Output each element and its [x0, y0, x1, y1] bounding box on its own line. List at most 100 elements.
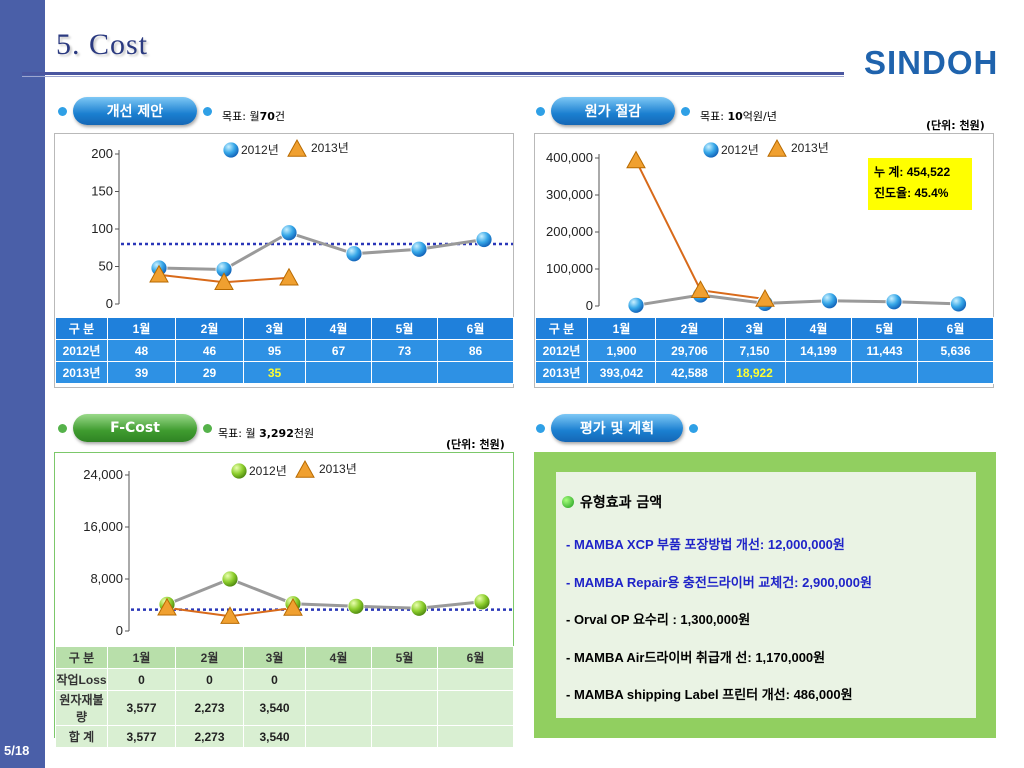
data-point: [627, 296, 645, 314]
evaluation-heading-text: 유형효과 금액: [580, 495, 663, 511]
table-cell: 7,150: [723, 339, 786, 362]
data-point: [279, 267, 299, 286]
table-header-row: 구 분 1월 2월 3월 4월 5월 6월: [55, 646, 514, 669]
y-tick-label: 0: [586, 298, 593, 313]
table-row: 2013년 393,042 42,588 18,922: [535, 361, 994, 384]
legend-marker-2013: [287, 138, 307, 157]
data-point: [626, 150, 646, 169]
series-line-0: [635, 293, 959, 307]
table-header-cell: 4월: [305, 646, 372, 669]
evaluation-heading: 유형효과 금액: [562, 492, 662, 512]
section-pill-improvement: 개선 제안: [58, 96, 212, 126]
table-cell: [371, 690, 438, 726]
table-cell: [371, 725, 438, 748]
series-markers-1: [626, 150, 775, 307]
row-label-cell: 2012년: [535, 339, 588, 362]
table-header-cell: 구 분: [535, 317, 588, 340]
unit-cost-saving: (단위: 천원): [926, 119, 985, 132]
y-tick-label: 100,000: [546, 261, 593, 276]
y-tick-label: 16,000: [83, 519, 123, 534]
series-markers-1: [157, 597, 303, 624]
table-cell: [851, 361, 918, 384]
table-cell: [371, 668, 438, 691]
y-tick-label: 0: [116, 623, 123, 638]
table-row: 2012년 1,900 29,706 7,150 14,199 11,443 5,636: [535, 339, 994, 362]
data-point: [220, 606, 240, 624]
target-cost-saving: 목표: 10억원/년: [700, 110, 777, 123]
table-header-row: 구 분 1월 2월 3월 4월 5월 6월: [535, 317, 994, 340]
section-pill-cost-saving: 원가 절감: [536, 96, 690, 126]
title-divider: [22, 72, 844, 75]
table-cell: [437, 668, 514, 691]
table-cell: [785, 361, 852, 384]
pill-dot-right: [681, 106, 690, 116]
legend-label: 2012년: [249, 464, 287, 478]
table-cell: 29: [175, 361, 244, 384]
table-cell: 29,706: [655, 339, 724, 362]
legend-label: 2013년: [791, 141, 829, 155]
row-label-cell: 원자재불량: [55, 690, 108, 726]
table-cell: 1,900: [587, 339, 656, 362]
data-point: [473, 593, 491, 611]
data-point: [283, 597, 303, 616]
data-point: [475, 231, 493, 248]
y-tick-label: 200: [91, 146, 113, 161]
table-cell: [305, 361, 372, 384]
legend-label: 2012년: [241, 143, 279, 157]
legend-label: 2013년: [311, 141, 349, 155]
cumulative-box: 누 계: 454,522 진도율: 45.4%: [868, 158, 972, 210]
table-cell: 39: [107, 361, 176, 384]
legend-marker-2012: [222, 141, 240, 159]
table-cell: 3,540: [243, 725, 306, 748]
row-label-cell: 2013년: [55, 361, 108, 384]
data-point: [410, 599, 428, 617]
table-f-cost: 구 분 1월 2월 3월 4월 5월 6월 작업Loss 0 0 0 원자재불량 3,577 2,273 3…: [55, 646, 514, 748]
unit-f-cost: (단위: 천원): [446, 438, 505, 451]
table-row: 합 계 3,577 2,273 3,540: [55, 725, 514, 748]
evaluation-item: - MAMBA shipping Label 프린터 개선: 486,000원: [566, 687, 853, 702]
y-tick-label: 50: [99, 259, 113, 274]
data-point: [345, 245, 363, 263]
table-header-cell: 6월: [437, 646, 514, 669]
table-cell: 14,199: [785, 339, 852, 362]
table-cell: 0: [243, 668, 306, 691]
table-cell: 86: [437, 339, 514, 362]
legend: 2012년 2013년: [230, 459, 357, 480]
table-header-cell: 3월: [723, 317, 786, 340]
row-label-cell: 2012년: [55, 339, 108, 362]
table-cell: 35: [243, 361, 306, 384]
table-row: 2012년 48 46 95 67 73 86: [55, 339, 514, 362]
table-header-cell: 1월: [587, 317, 656, 340]
table-cell: 11,443: [851, 339, 918, 362]
table-header-cell: 3월: [243, 646, 306, 669]
left-band: 5/18: [0, 0, 45, 768]
legend-label: 2013년: [319, 462, 357, 476]
series-line-0: [158, 231, 485, 272]
section-pill-evaluation: 평가 및 계획: [536, 413, 698, 443]
row-label-cell: 작업Loss: [55, 668, 108, 691]
table-cell: [305, 725, 372, 748]
evaluation-item: - MAMBA Repair용 충전드라이버 교체건: 2,900,000원: [566, 574, 872, 590]
table-cell: 48: [107, 339, 176, 362]
pill-label-f-cost: F-Cost: [73, 414, 197, 442]
table-cell: 46: [175, 339, 244, 362]
evaluation-item: - MAMBA XCP 부품 포장방법 개선: 12,000,000원: [566, 537, 845, 552]
legend: 2012년 2013년: [702, 138, 829, 159]
table-cell: 0: [175, 668, 244, 691]
table-cell: [917, 361, 994, 384]
data-point: [755, 288, 775, 307]
table-cell: 42,588: [655, 361, 724, 384]
y-tick-label: 100: [91, 221, 113, 236]
series-markers-0: [627, 286, 967, 314]
table-header-cell: 5월: [371, 317, 438, 340]
table-header-cell: 2월: [175, 317, 244, 340]
pill-label-evaluation: 평가 및 계획: [551, 414, 683, 442]
table-cell: 18,922: [723, 361, 786, 384]
row-label-cell: 2013년: [535, 361, 588, 384]
legend-marker-2013: [767, 138, 787, 157]
table-header-cell: 5월: [851, 317, 918, 340]
table-cell: 2,273: [175, 690, 244, 726]
pill-dot-left: [58, 423, 67, 433]
table-header-cell: 4월: [305, 317, 372, 340]
